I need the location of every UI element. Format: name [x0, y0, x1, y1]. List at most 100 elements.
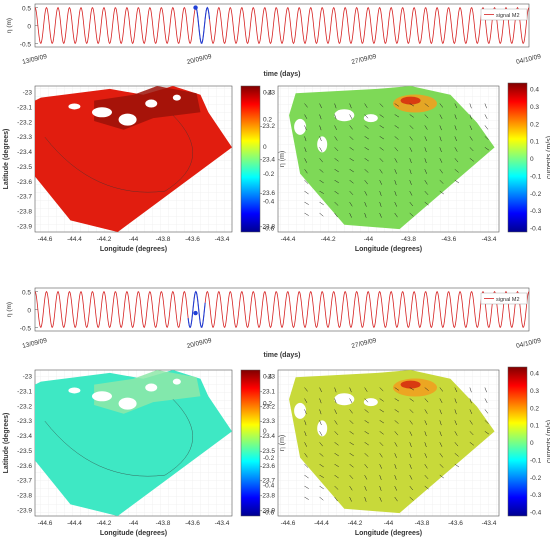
current-arrow	[454, 420, 457, 426]
signal-xtick: 20/09/09	[186, 337, 213, 350]
signal-ylabel: η (m)	[6, 302, 13, 317]
colorbar-tick: 0.4	[263, 374, 272, 381]
current-arrow	[349, 420, 354, 424]
current-arrow	[409, 136, 413, 141]
current-arrow	[394, 180, 397, 185]
colorbar-tick: -0.4	[263, 198, 275, 205]
current-arrow	[364, 431, 370, 435]
colorbar-tick: 0.3	[530, 388, 539, 395]
current-arrow	[424, 180, 428, 185]
current-arrow	[409, 158, 412, 164]
current-arrow	[439, 398, 443, 403]
colorbar-tick: -0.1	[530, 173, 542, 180]
current-arrow	[379, 485, 382, 491]
current-arrow	[484, 409, 489, 414]
island-shape	[363, 398, 378, 407]
elevation-map-ylabel: Latitude (degrees)	[3, 413, 10, 474]
current-arrow	[439, 453, 443, 458]
current-arrow	[394, 475, 397, 480]
current-arrow	[364, 212, 367, 218]
map-ytick: -23.5	[17, 448, 32, 455]
current-arrow	[454, 136, 457, 142]
current-arrow	[364, 409, 369, 413]
colorbar-tick: -0.2	[530, 475, 542, 482]
current-arrow	[484, 398, 488, 403]
current-field	[289, 370, 495, 514]
map-ytick: -23.2	[17, 403, 32, 410]
current-arrow	[304, 409, 307, 415]
current-arrow	[304, 136, 307, 142]
current-arrow	[379, 191, 382, 196]
current-arrow	[349, 409, 353, 414]
current-arrow	[409, 147, 413, 152]
map-ytick: -23.8	[260, 224, 275, 231]
current-arrow	[424, 409, 428, 414]
current-arrow	[424, 190, 429, 196]
current-arrow	[334, 201, 339, 206]
current-arrow	[409, 420, 413, 425]
current-arrow	[304, 387, 308, 392]
map-xtick: -44	[384, 520, 394, 527]
map-ytick: -23.2	[260, 123, 275, 130]
island-shape	[91, 107, 112, 118]
signal-xtick: 13/09/09	[22, 337, 49, 350]
current-map-xlabel: Longitude (degrees)	[355, 530, 422, 537]
map-ytick: -23.7	[260, 478, 275, 485]
current-arrow	[364, 387, 368, 392]
map-ytick: -23.7	[17, 478, 32, 485]
signal-ytick: -0.5	[20, 325, 32, 332]
current-arrow	[439, 103, 444, 108]
colorbar-tick: -0.6	[263, 226, 275, 233]
map-xtick: -43.4	[215, 520, 230, 527]
current-arrow	[469, 136, 473, 141]
current-arrow	[379, 453, 383, 458]
current-arrow	[484, 420, 489, 424]
colorbar-tick: 0.2	[530, 405, 539, 412]
current-arrow	[349, 201, 353, 207]
current-arrow	[364, 169, 369, 173]
signal-xtick: 27/09/09	[351, 53, 378, 66]
colorbar-gradient	[240, 369, 261, 517]
current-arrow	[409, 409, 414, 414]
colorbar-tick: 0.4	[530, 371, 539, 378]
current-arrow	[379, 496, 382, 502]
map-xtick: -44.6	[38, 520, 53, 527]
current-arrow	[394, 409, 399, 413]
colorbar-tick: 0.4	[263, 90, 272, 97]
current-arrow	[409, 464, 412, 469]
current-arrow	[319, 387, 322, 393]
current-arrow	[439, 125, 442, 131]
current-arrow	[424, 387, 429, 391]
map-xtick: -43.8	[415, 520, 430, 527]
current-arrow	[349, 125, 353, 130]
current-arrow	[364, 496, 367, 502]
signal-legend-label: signal M2	[496, 297, 520, 303]
map-ytick: -23.5	[260, 448, 275, 455]
colorbar-tick: -0.4	[530, 510, 542, 517]
map-ytick: -23.8	[17, 493, 32, 500]
current-arrow	[439, 136, 442, 142]
elevation-map-xlabel: Longitude (degrees)	[100, 246, 167, 253]
current-arrow	[394, 191, 397, 196]
current-arrow	[304, 147, 307, 153]
current-arrow	[334, 136, 338, 141]
current-arrow	[394, 125, 399, 129]
current-arrow	[349, 431, 354, 435]
current-arrow	[364, 398, 369, 403]
current-arrow	[394, 431, 399, 436]
colorbar-tick: 0	[263, 144, 267, 151]
current-arrow	[394, 169, 397, 174]
current-arrow	[379, 114, 384, 118]
current-arrow	[409, 453, 412, 459]
island-shape	[91, 391, 112, 402]
current-arrow	[469, 125, 473, 131]
current-colorbar: 0.4 0.3 0.2 0.1 0 -0.1 -0.2 -0.3 -0.4 currents (m…	[507, 366, 550, 517]
signal-xtick: 13/09/09	[22, 53, 49, 66]
current-arrow	[394, 420, 399, 424]
current-arrow	[349, 442, 354, 446]
current-arrow	[334, 158, 339, 162]
elevation-colorbar: 0.40.20-0.2-0.4-0.6η (m)	[240, 85, 286, 233]
current-arrow	[439, 158, 443, 163]
current-arrow	[379, 464, 383, 469]
